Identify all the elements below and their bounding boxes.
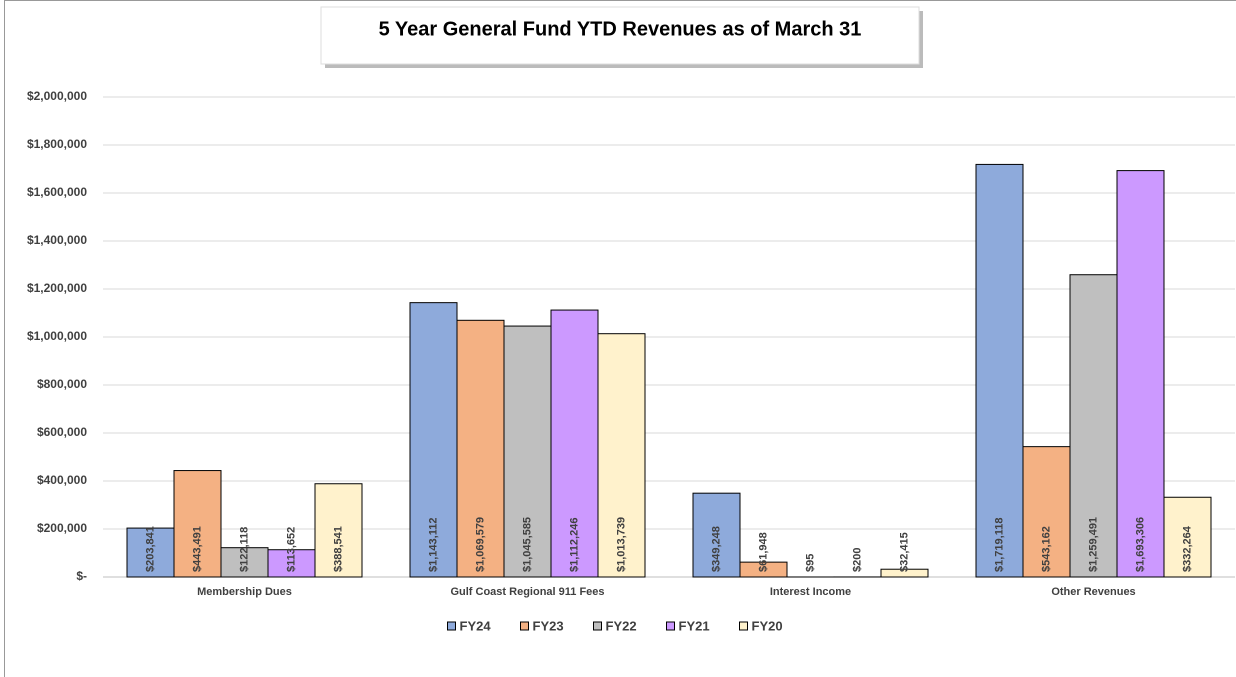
y-tick-label: $200,000 — [37, 521, 87, 535]
value-label: $61,948 — [757, 532, 769, 572]
legend-swatch — [593, 621, 602, 631]
bar — [550, 309, 599, 578]
legend-label: FY21 — [679, 618, 710, 633]
value-label: $1,112,246 — [568, 518, 580, 572]
legend-label: FY23 — [533, 618, 564, 633]
y-tick-label: $400,000 — [37, 473, 87, 487]
bar — [503, 325, 552, 578]
value-label: $32,415 — [898, 532, 910, 572]
legend-label: FY22 — [606, 618, 637, 633]
bar — [597, 333, 646, 578]
value-label: $543,162 — [1040, 526, 1052, 572]
value-label: $1,143,112 — [427, 518, 439, 572]
y-tick-label: $1,000,000 — [27, 329, 87, 343]
bar — [220, 547, 269, 578]
bar — [692, 492, 741, 578]
value-label: $388,541 — [332, 526, 344, 572]
chart-title: 5 Year General Fund YTD Revenues as of M… — [379, 18, 862, 40]
bar — [409, 302, 458, 578]
y-tick-label: $1,600,000 — [27, 185, 87, 199]
title-box — [320, 6, 920, 65]
value-label: $122,118 — [238, 527, 250, 572]
legend-swatch — [520, 621, 529, 631]
legend-label: FY24 — [460, 618, 492, 633]
x-tick-label: Other Revenues — [1051, 586, 1135, 598]
value-label: $1,693,306 — [1134, 517, 1146, 572]
value-label: $95 — [804, 554, 816, 572]
x-tick-label: Membership Dues — [197, 586, 292, 598]
value-label: $1,069,579 — [474, 517, 486, 572]
value-label: $113,652 — [285, 527, 297, 572]
y-tick-label: $1,400,000 — [27, 233, 87, 247]
bar — [975, 163, 1024, 578]
value-label: $332,264 — [1181, 525, 1193, 572]
x-tick-label: Gulf Coast Regional 911 Fees — [450, 586, 604, 598]
value-label: $200 — [851, 548, 863, 572]
bar — [1116, 170, 1165, 578]
y-tick-label: $600,000 — [37, 425, 87, 439]
bar — [1022, 446, 1071, 578]
legend-swatch — [447, 621, 456, 631]
y-tick-label: $1,800,000 — [27, 137, 87, 151]
chart-frame — [4, 0, 1236, 677]
y-tick-label: $- — [76, 569, 87, 583]
bar — [126, 527, 175, 578]
y-tick-label: $2,000,000 — [27, 89, 87, 103]
y-tick-label: $800,000 — [37, 377, 87, 391]
value-label: $1,719,118 — [993, 518, 1005, 572]
legend-swatch — [739, 621, 748, 631]
bar — [1163, 496, 1212, 578]
value-label: $1,013,739 — [615, 517, 627, 572]
bar — [880, 568, 929, 578]
legend-swatch — [666, 621, 675, 631]
bar — [1069, 274, 1118, 578]
bar — [739, 561, 788, 578]
legend-label: FY20 — [752, 618, 783, 633]
y-tick-label: $1,200,000 — [27, 281, 87, 295]
value-label: $1,259,491 — [1087, 517, 1099, 572]
bar — [173, 470, 222, 578]
bar — [314, 483, 363, 578]
value-label: $443,491 — [191, 526, 203, 572]
value-label: $1,045,585 — [521, 517, 533, 572]
x-tick-label: Interest Income — [770, 586, 851, 598]
value-label: $203,841 — [144, 526, 156, 572]
value-label: $349,248 — [710, 526, 722, 572]
